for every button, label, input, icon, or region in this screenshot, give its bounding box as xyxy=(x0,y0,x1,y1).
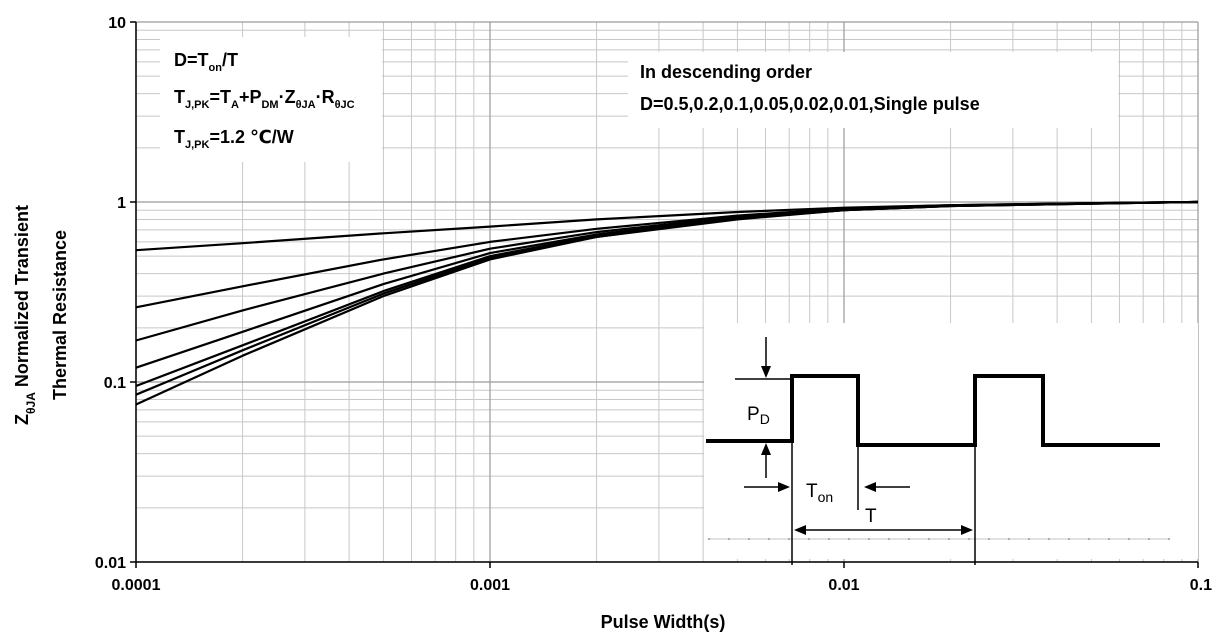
series-line-2 xyxy=(135,200,1199,309)
series-line-7 xyxy=(135,200,1199,406)
formula-junction-temp: TJ,PK=TA+PDM·ZθJA·RθJC xyxy=(174,87,355,111)
x-tick-label: 0.001 xyxy=(470,577,510,594)
formula-thermal-resistance: TJ,PK=1.2 ℃/W xyxy=(174,127,294,151)
pulse-waveform-inset: PD Ton T xyxy=(704,323,1198,565)
y-tick-label: 0.01 xyxy=(95,555,126,572)
formula-duty-cycle: D=Ton/T xyxy=(174,50,238,74)
y-tick-label: 0.1 xyxy=(104,375,126,392)
pulse-waveform xyxy=(706,374,1160,447)
x-tick-label: 0.1 xyxy=(1190,577,1212,594)
pd-label: PD xyxy=(747,404,770,427)
period-label: T xyxy=(865,506,877,527)
x-axis-label: Pulse Width(s) xyxy=(601,612,726,632)
ton-label: Ton xyxy=(806,481,833,505)
formula-box xyxy=(160,37,382,162)
y-tick-label: 10 xyxy=(108,15,126,32)
y-axis-label-line1: ZθJA Normalized Transient xyxy=(12,205,38,425)
order-note-line2: D=0.5,0.2,0.1,0.05,0.02,0.01,Single puls… xyxy=(640,94,980,114)
x-tick-label: 0.0001 xyxy=(112,577,161,594)
x-tick-label: 0.01 xyxy=(828,577,859,594)
order-note-box xyxy=(628,52,1118,128)
y-axis-label-line2: Thermal Resistance xyxy=(50,230,70,400)
y-tick-label: 1 xyxy=(117,195,126,212)
order-note-line1: In descending order xyxy=(640,62,812,82)
